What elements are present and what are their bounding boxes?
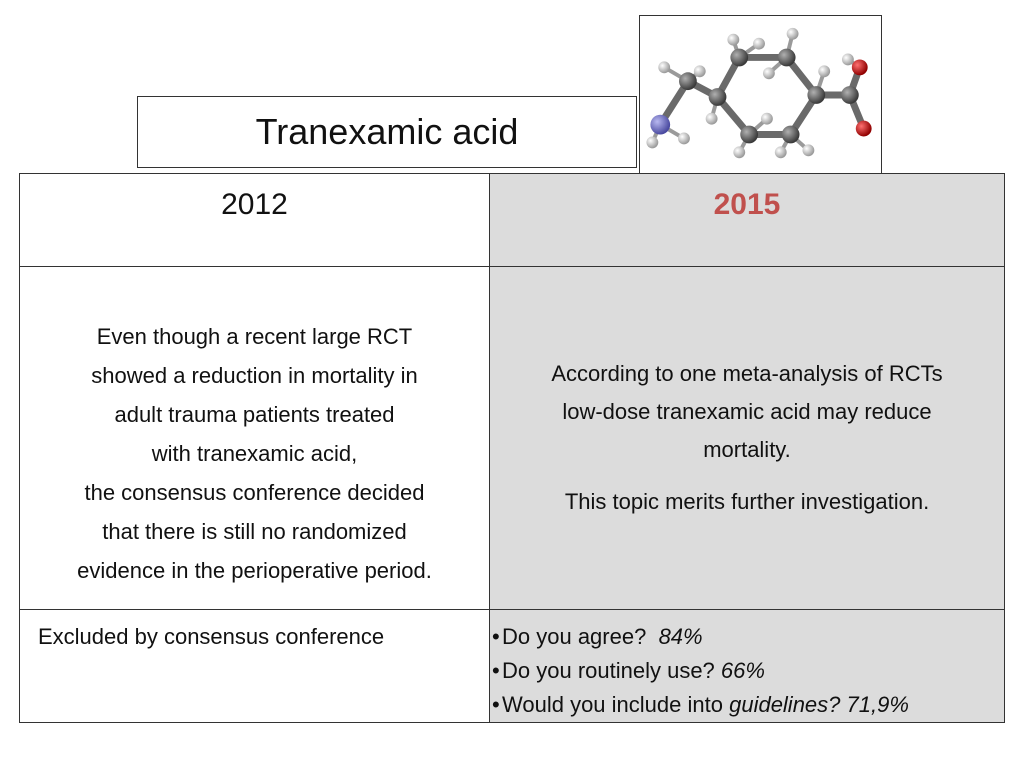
status-2012: Excluded by consensus conference <box>38 624 385 649</box>
survey-2015-cell: • Do you agree? 84% • Do you routinely use… <box>490 610 1004 722</box>
bullet-icon: • <box>492 624 500 649</box>
survey-question: Do you agree? <box>502 624 647 649</box>
tranexamic-acid-molecule-icon <box>639 15 882 176</box>
text-2012: Even though a recent large RCT showed a … <box>77 287 432 590</box>
survey-value: 71,9% <box>846 692 909 717</box>
text-2012-cell: Even though a recent large RCT showed a … <box>20 267 490 610</box>
bullet-icon: • <box>492 658 500 683</box>
text-2012-line: with tranexamic acid, <box>151 440 358 466</box>
text-2015-line: mortality. <box>703 437 791 462</box>
bullet-icon: • <box>492 692 500 717</box>
text-2015-second: This topic merits further investigation. <box>564 489 930 514</box>
survey-question-italic: guidelines? <box>729 692 841 717</box>
survey-question: Would you include into <box>502 692 723 717</box>
text-2012-line: Even though a recent large RCT <box>96 323 413 349</box>
survey-question: Do you routinely use? <box>502 658 715 683</box>
text-2015: According to one meta-analysis of RCTs l… <box>551 355 942 469</box>
molecule-svg <box>646 27 872 159</box>
survey-value: 84% <box>658 624 703 649</box>
text-2012-line: that there is still no randomized <box>102 518 407 544</box>
text-2012-line: evidence in the perioperative period. <box>77 557 432 583</box>
survey-list: • Do you agree? 84% • Do you routinely use… <box>492 620 1004 722</box>
survey-item-agree: • Do you agree? 84% <box>492 620 1004 654</box>
year-2015-label: 2015 <box>713 188 781 221</box>
text-2012-line: adult trauma patients treated <box>114 401 395 427</box>
text-2015-line: According to one meta-analysis of RCTs <box>551 361 943 386</box>
survey-value: 66% <box>720 658 765 683</box>
status-2012-cell: Excluded by consensus conference <box>20 610 490 722</box>
text-2015-cell: According to one meta-analysis of RCTs l… <box>490 267 1004 610</box>
survey-item-routine: • Do you routinely use? 66% <box>492 654 1004 688</box>
slide-title: Tranexamic acid <box>255 111 519 152</box>
slide-title-box: Tranexamic acid <box>137 96 637 168</box>
text-2012-line: the consensus conference decided <box>84 479 425 505</box>
year-2012-label: 2012 <box>221 188 288 221</box>
header-2012: 2012 <box>20 174 490 267</box>
text-2015-line: low-dose tranexamic acid may reduce <box>562 399 932 424</box>
comparison-table: 2012 2015 Even though a recent large RCT… <box>19 173 1005 723</box>
survey-item-guidelines: • Would you include into guidelines? 71,9… <box>492 688 1004 722</box>
header-2015: 2015 <box>490 174 1004 267</box>
text-2012-line: showed a reduction in mortality in <box>91 362 418 388</box>
